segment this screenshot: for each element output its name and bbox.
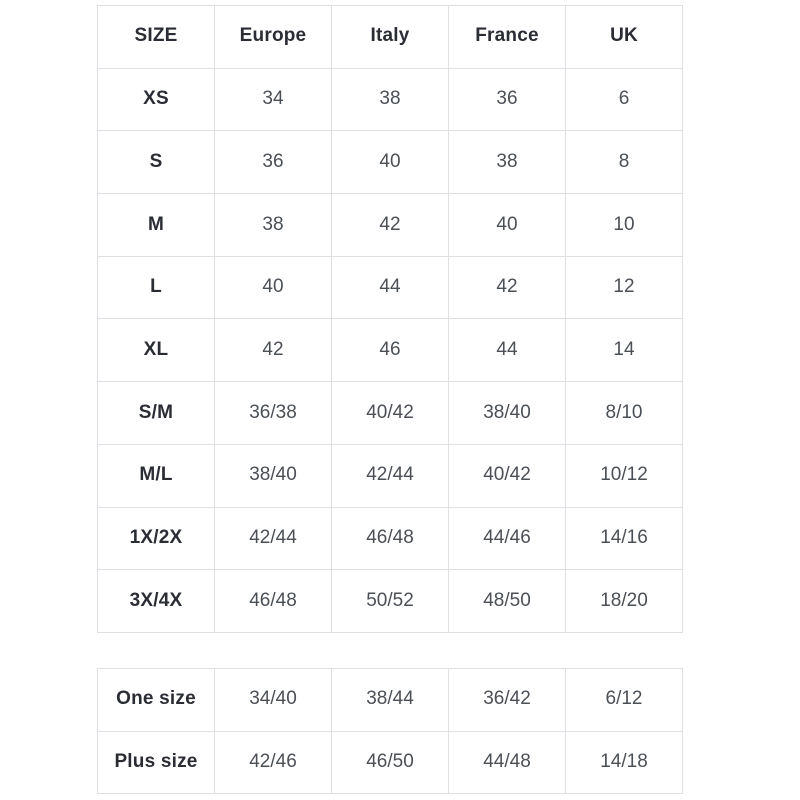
uk-cell: 6 [565,67,683,132]
uk-cell: 8 [565,130,683,195]
italy-cell: 50/52 [331,569,449,633]
table-row-plus-size: Plus size 42/46 46/50 44/48 14/18 [97,730,683,795]
france-cell: 40/42 [448,443,566,508]
france-cell: 38/40 [448,381,566,445]
italy-cell: 38 [331,67,449,132]
europe-cell: 40 [214,255,332,320]
table-row-m: M 38 42 40 10 [97,193,683,257]
europe-cell: 36 [214,130,332,195]
table-header-row: SIZE Europe Italy France UK [97,5,683,69]
size-label-cell: XL [97,318,215,383]
column-header-italy: Italy [331,5,449,69]
italy-cell: 40 [331,130,449,195]
italy-cell: 46/48 [331,506,449,571]
france-cell: 44 [448,318,566,383]
europe-cell: 42 [214,318,332,383]
uk-cell: 14/18 [565,730,683,795]
uk-cell: 10/12 [565,443,683,508]
italy-cell: 46/50 [331,730,449,795]
table-row-sm: S/M 36/38 40/42 38/40 8/10 [97,381,683,445]
france-cell: 38 [448,130,566,195]
uk-cell: 6/12 [565,668,683,732]
size-label-cell: L [97,255,215,320]
europe-cell: 42/44 [214,506,332,571]
table-row-1x2x: 1X/2X 42/44 46/48 44/46 14/16 [97,506,683,571]
size-label-cell: S/M [97,381,215,445]
table-row-xs: XS 34 38 36 6 [97,67,683,132]
italy-cell: 42/44 [331,443,449,508]
france-cell: 36/42 [448,668,566,732]
size-label-cell: Plus size [97,730,215,795]
europe-cell: 38/40 [214,443,332,508]
table-row-3x4x: 3X/4X 46/48 50/52 48/50 18/20 [97,569,683,633]
size-label-cell: One size [97,668,215,732]
italy-cell: 40/42 [331,381,449,445]
special-sizes-table-body: One size 34/40 38/44 36/42 6/12 Plus siz… [97,668,683,795]
column-header-uk: UK [565,5,683,69]
uk-cell: 14/16 [565,506,683,571]
italy-cell: 38/44 [331,668,449,732]
size-conversion-table-wrap: SIZE Europe Italy France UK XS 34 38 36 … [97,5,683,633]
europe-cell: 36/38 [214,381,332,445]
uk-cell: 14 [565,318,683,383]
size-label-cell: M [97,193,215,257]
size-conversion-table: SIZE Europe Italy France UK XS 34 38 36 … [97,5,683,633]
uk-cell: 18/20 [565,569,683,633]
size-table-header: SIZE Europe Italy France UK [97,5,683,69]
table-row-xl: XL 42 46 44 14 [97,318,683,383]
size-label-cell: S [97,130,215,195]
italy-cell: 44 [331,255,449,320]
special-sizes-table: One size 34/40 38/44 36/42 6/12 Plus siz… [97,668,683,795]
table-row-ml: M/L 38/40 42/44 40/42 10/12 [97,443,683,508]
uk-cell: 10 [565,193,683,257]
column-header-europe: Europe [214,5,332,69]
europe-cell: 34/40 [214,668,332,732]
table-row-s: S 36 40 38 8 [97,130,683,195]
france-cell: 44/48 [448,730,566,795]
europe-cell: 38 [214,193,332,257]
uk-cell: 8/10 [565,381,683,445]
table-row-one-size: One size 34/40 38/44 36/42 6/12 [97,668,683,732]
france-cell: 44/46 [448,506,566,571]
france-cell: 36 [448,67,566,132]
france-cell: 42 [448,255,566,320]
france-cell: 40 [448,193,566,257]
italy-cell: 42 [331,193,449,257]
size-label-cell: M/L [97,443,215,508]
column-header-france: France [448,5,566,69]
column-header-size: SIZE [97,5,215,69]
france-cell: 48/50 [448,569,566,633]
size-label-cell: 3X/4X [97,569,215,633]
europe-cell: 42/46 [214,730,332,795]
size-label-cell: 1X/2X [97,506,215,571]
europe-cell: 46/48 [214,569,332,633]
table-row-l: L 40 44 42 12 [97,255,683,320]
special-sizes-table-wrap: One size 34/40 38/44 36/42 6/12 Plus siz… [97,668,683,795]
italy-cell: 46 [331,318,449,383]
size-table-body: XS 34 38 36 6 S 36 40 38 8 M 38 42 40 10 [97,67,683,633]
uk-cell: 12 [565,255,683,320]
europe-cell: 34 [214,67,332,132]
size-label-cell: XS [97,67,215,132]
